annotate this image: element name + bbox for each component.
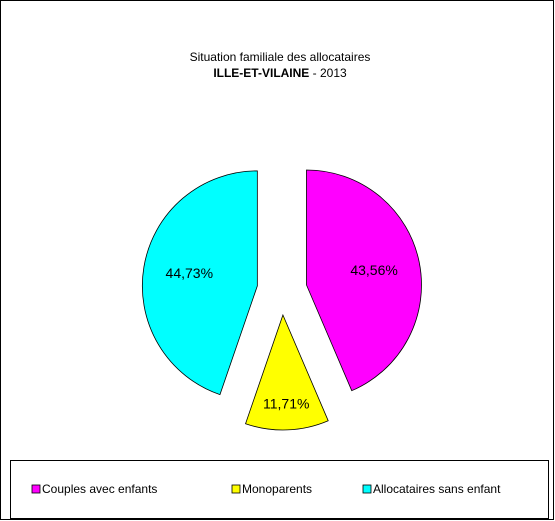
chart-title: Situation familiale des allocataires [190, 50, 371, 64]
subtitle-rest: - 2013 [309, 66, 347, 80]
pie-slice [245, 313, 329, 431]
pie-slice [141, 170, 258, 396]
data-label: 44,73% [166, 265, 213, 281]
data-label: 11,71% [263, 395, 309, 411]
legend-swatch [362, 484, 372, 494]
subtitle-bold: ILLE-ET-VILAINE [213, 66, 309, 80]
legend-label: Couples avec enfants [42, 482, 157, 496]
legend-box [10, 460, 549, 519]
chart-subtitle: ILLE-ET-VILAINE - 2013 [213, 66, 347, 80]
legend-swatch [31, 484, 41, 494]
legend-label: Monoparents [242, 482, 312, 496]
pie-slice [306, 169, 422, 392]
data-label: 43,56% [350, 262, 397, 278]
legend-label: Allocataires sans enfant [373, 482, 501, 496]
legend-swatch [231, 484, 241, 494]
